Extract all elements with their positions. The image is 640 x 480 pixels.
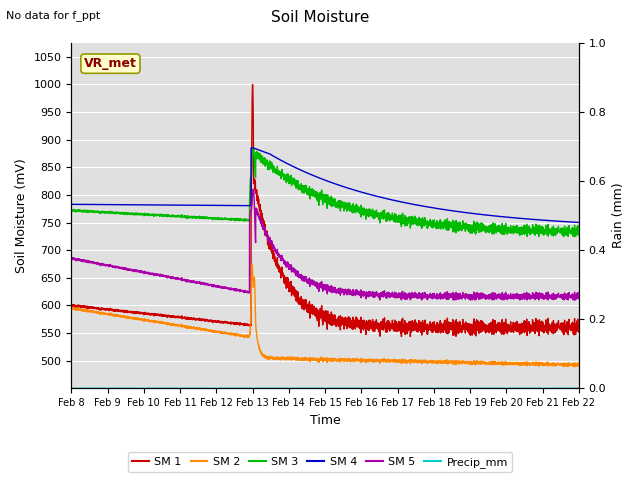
X-axis label: Time: Time [310,414,340,427]
Legend: SM 1, SM 2, SM 3, SM 4, SM 5, Precip_mm: SM 1, SM 2, SM 3, SM 4, SM 5, Precip_mm [128,452,512,472]
Text: VR_met: VR_met [84,57,137,70]
Text: Soil Moisture: Soil Moisture [271,10,369,24]
Text: No data for f_ppt: No data for f_ppt [6,10,100,21]
Y-axis label: Rain (mm): Rain (mm) [612,183,625,249]
Y-axis label: Soil Moisture (mV): Soil Moisture (mV) [15,158,28,273]
